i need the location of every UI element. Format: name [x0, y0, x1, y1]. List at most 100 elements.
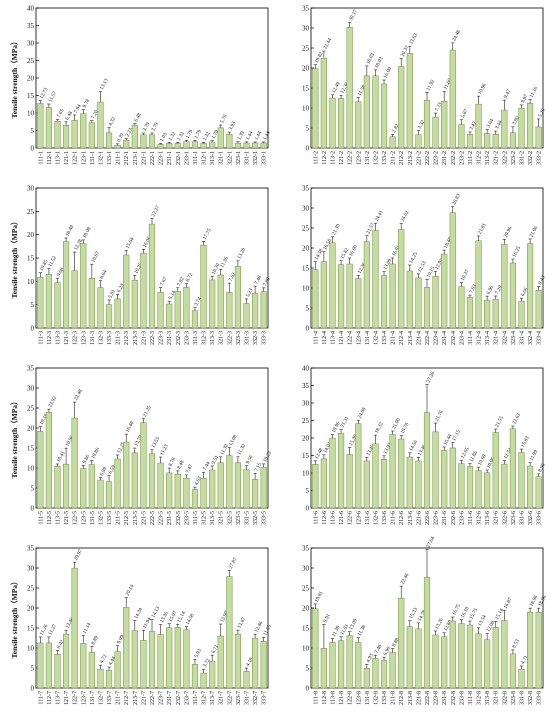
x-tick-label: 222-8	[425, 691, 431, 705]
bar	[97, 668, 104, 689]
bar	[509, 428, 517, 509]
x-tick-label: 122-7	[73, 691, 79, 705]
x-tick-label: 121-7	[64, 691, 70, 705]
x-tick-label: 221-6	[416, 511, 422, 525]
data-label: 18.96	[537, 594, 548, 607]
y-tick-label: 30	[27, 40, 35, 48]
data-label: 11.99	[529, 449, 540, 462]
x-tick-label: 223-5	[159, 511, 165, 525]
bar	[226, 576, 233, 689]
data-label: 22.27	[150, 204, 161, 217]
y-tick-label: 10	[27, 278, 35, 286]
data-label: 1.44	[254, 130, 264, 141]
data-label: 1.44	[262, 130, 272, 141]
bar	[200, 143, 207, 149]
data-label: 15.83	[520, 435, 531, 448]
x-tick-label: 123-8	[356, 691, 362, 705]
y-tick-label: 25	[302, 417, 310, 425]
bar	[329, 437, 336, 509]
data-label: 9.68	[56, 266, 66, 277]
y-tick-label: 5	[306, 665, 310, 673]
bar	[54, 120, 61, 149]
x-tick-label: 313-6	[485, 511, 491, 525]
bar	[372, 443, 379, 509]
bar	[260, 142, 267, 149]
y-tick-label: 0	[31, 685, 35, 693]
bar	[45, 412, 52, 509]
y-tick-label: 5	[31, 301, 35, 309]
x-tick-label: 222-2	[425, 151, 431, 165]
data-label: 17.75	[202, 227, 213, 240]
data-label: 14.01	[322, 441, 333, 454]
data-label: 9.78	[82, 98, 92, 109]
x-tick-label: 321-7	[219, 691, 225, 705]
y-tick-label: 15	[302, 265, 310, 273]
data-label: 7.67	[159, 276, 169, 287]
bar	[380, 459, 388, 509]
y-tick-label: 5	[306, 125, 310, 133]
x-tick-label: 221-5	[141, 511, 147, 525]
x-tick-label: 131-7	[90, 691, 96, 705]
bar	[423, 287, 431, 329]
data-label: 11.52	[47, 255, 58, 268]
x-tick-label: 331-7	[245, 691, 251, 705]
bar	[458, 286, 465, 329]
x-tick-label: 231-2	[442, 151, 448, 165]
bar	[535, 290, 542, 329]
bar	[37, 431, 44, 509]
x-tick-label: 212-1	[124, 151, 130, 165]
bar	[355, 278, 362, 329]
bar	[492, 627, 499, 689]
bar	[131, 279, 138, 329]
x-tick-label: 232-6	[451, 511, 457, 525]
data-label: 1.79	[193, 129, 203, 140]
y-tick-label: 35	[302, 185, 310, 193]
x-tick-label: 131-8	[365, 691, 371, 705]
data-label: 19.81	[314, 590, 325, 603]
x-tick-label: 322-3	[227, 331, 233, 345]
x-tick-label: 331-5	[245, 511, 251, 525]
bar	[114, 298, 121, 329]
bar	[209, 141, 216, 149]
x-tick-label: 131-5	[90, 511, 96, 525]
x-tick-label: 221-1	[141, 151, 147, 165]
x-tick-label: 223-1	[159, 151, 165, 165]
x-tick-label: 112-1	[47, 151, 53, 165]
data-label: 8.78	[168, 456, 178, 467]
bar	[217, 127, 224, 149]
data-label: 21.06	[529, 225, 540, 238]
data-label: 8.48	[176, 459, 186, 470]
x-tick-label: 123-4	[356, 331, 362, 345]
x-tick-label: 213-7	[133, 691, 139, 705]
bar	[183, 629, 190, 689]
x-tick-label: 231-1	[167, 151, 173, 165]
x-tick-label: 233-5	[184, 511, 190, 525]
x-tick-label: 121-6	[339, 511, 345, 525]
bar	[105, 132, 113, 149]
bar	[329, 97, 336, 149]
x-tick-label: 113-7	[55, 691, 61, 705]
x-tick-label: 121-5	[64, 511, 70, 525]
data-label: 9.43	[537, 275, 547, 286]
data-label: 21.31	[340, 415, 351, 428]
bar	[166, 143, 173, 149]
data-label: 16.01	[391, 244, 402, 257]
x-tick-label: 222-1	[150, 151, 156, 165]
x-tick-label: 113-8	[330, 691, 336, 705]
bar	[363, 75, 370, 149]
x-tick-label: 232-5	[176, 511, 182, 525]
x-tick-label: 312-2	[477, 151, 483, 165]
x-tick-label: 113-2	[330, 151, 336, 165]
data-label: 10.96	[477, 82, 488, 95]
x-tick-label: 323-5	[236, 511, 242, 525]
bar	[105, 669, 113, 689]
x-tick-label: 332-5	[253, 511, 259, 525]
data-label: 14.13	[150, 605, 161, 618]
x-tick-label: 332-8	[528, 691, 534, 705]
data-label: 7.94	[73, 103, 83, 114]
bar	[466, 624, 474, 689]
bar	[527, 465, 534, 509]
data-label: 13.54	[477, 614, 488, 627]
data-label: 6.71	[211, 643, 221, 654]
bar	[131, 452, 138, 509]
